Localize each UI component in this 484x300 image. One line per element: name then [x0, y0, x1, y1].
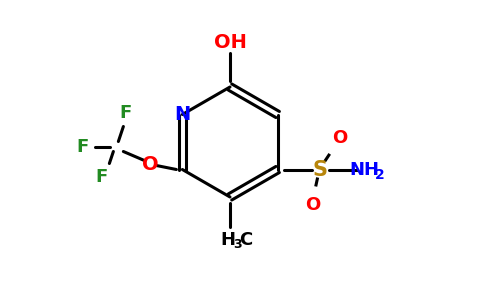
- Text: O: O: [332, 128, 347, 146]
- Text: C: C: [240, 231, 253, 249]
- Text: 3: 3: [233, 238, 242, 251]
- Text: O: O: [142, 155, 159, 174]
- Text: F: F: [119, 104, 132, 122]
- Text: N: N: [174, 105, 191, 124]
- Text: S: S: [312, 160, 327, 179]
- Text: F: F: [95, 169, 107, 187]
- Text: NH: NH: [349, 160, 379, 178]
- Text: 2: 2: [375, 167, 384, 182]
- Text: F: F: [76, 137, 89, 155]
- Text: O: O: [305, 196, 320, 214]
- Text: OH: OH: [213, 34, 246, 52]
- Text: H: H: [221, 231, 236, 249]
